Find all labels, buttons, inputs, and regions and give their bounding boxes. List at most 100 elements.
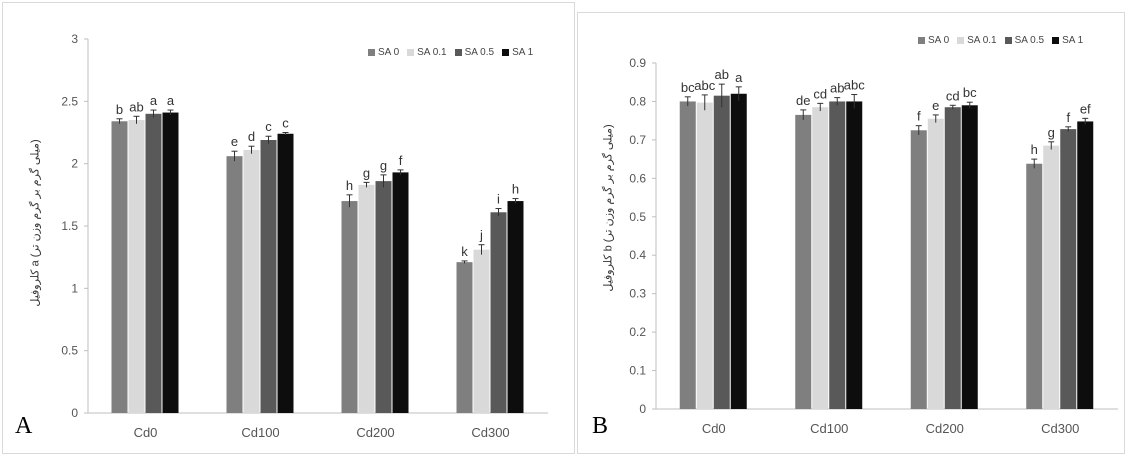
significance-letter: a bbox=[150, 93, 158, 108]
bar bbox=[713, 95, 730, 409]
significance-letter: cd bbox=[946, 88, 960, 103]
legend-swatch bbox=[454, 49, 462, 56]
bar bbox=[243, 149, 260, 413]
y-tick-label: 0.4 bbox=[629, 248, 646, 262]
legend-item-sa0: SA 0 bbox=[918, 35, 949, 46]
significance-letter: ab bbox=[715, 67, 729, 82]
significance-letter: e bbox=[231, 134, 238, 149]
legend-label: SA 0 bbox=[928, 35, 950, 46]
bar bbox=[679, 101, 696, 409]
bar bbox=[910, 130, 927, 409]
bar bbox=[1060, 129, 1077, 409]
bar bbox=[696, 102, 713, 409]
significance-letter: h bbox=[512, 182, 519, 197]
legend-a: SA 0 SA 0.1 SA 0.5 SA 1 bbox=[368, 47, 533, 58]
legend-item-sa0-5: SA 0.5 bbox=[454, 47, 495, 58]
x-tick-label: Cd0 bbox=[134, 425, 158, 440]
y-tick-label: 0 bbox=[71, 406, 78, 420]
significance-letter: b bbox=[116, 102, 123, 117]
significance-letter: a bbox=[735, 70, 743, 85]
panel-letter-a: A bbox=[15, 413, 33, 439]
y-tick-label: 1 bbox=[71, 281, 78, 295]
significance-letter: bc bbox=[963, 85, 977, 100]
legend-label: SA 0 bbox=[378, 47, 400, 58]
bar bbox=[226, 156, 243, 414]
x-tick-label: Cd200 bbox=[356, 425, 394, 440]
bar bbox=[260, 139, 277, 414]
legend-label: SA 1 bbox=[512, 47, 534, 58]
legend-item-sa1: SA 1 bbox=[1052, 35, 1083, 46]
y-tick-label: 0.1 bbox=[629, 364, 646, 378]
bar bbox=[1026, 163, 1043, 409]
legend-b: SA 0 SA 0.1 SA 0.5 SA 1 bbox=[918, 35, 1083, 46]
legend-item-sa0-1: SA 0.1 bbox=[957, 35, 997, 46]
bar bbox=[812, 107, 829, 409]
legend-label: SA 1 bbox=[1062, 35, 1084, 46]
significance-letter: f bbox=[1066, 110, 1070, 125]
y-tick-label: 3 bbox=[71, 32, 78, 46]
x-tick-label: Cd0 bbox=[702, 421, 726, 436]
bar bbox=[473, 249, 490, 413]
bar bbox=[490, 212, 507, 413]
bar bbox=[1077, 121, 1094, 410]
bar bbox=[128, 120, 145, 414]
significance-letter: cd bbox=[813, 86, 827, 101]
significance-letter: h bbox=[346, 178, 353, 193]
bar bbox=[944, 107, 961, 409]
y-tick-label: 2 bbox=[71, 157, 78, 171]
significance-letter: ab bbox=[830, 81, 844, 96]
bar bbox=[145, 113, 162, 414]
y-tick-label: 0.8 bbox=[629, 94, 646, 108]
significance-letter: bc bbox=[681, 80, 695, 95]
x-tick-label: Cd300 bbox=[471, 425, 509, 440]
significance-letter: k bbox=[461, 244, 468, 259]
bar bbox=[795, 114, 812, 410]
legend-swatch bbox=[407, 49, 415, 56]
panel-letter-b: B bbox=[592, 413, 609, 439]
legend-item-sa0-5: SA 0.5 bbox=[1004, 35, 1045, 46]
significance-letter: abc bbox=[844, 78, 865, 93]
x-tick-label: Cd100 bbox=[241, 425, 279, 440]
x-tick-label: Cd200 bbox=[926, 421, 964, 436]
x-tick-label: Cd300 bbox=[1041, 421, 1079, 436]
legend-swatch bbox=[368, 49, 375, 56]
bar bbox=[730, 93, 747, 409]
y-tick-label: 0.5 bbox=[629, 210, 646, 224]
significance-letter: g bbox=[1048, 125, 1055, 140]
legend-label: SA 0.1 bbox=[967, 35, 997, 46]
significance-letter: j bbox=[479, 228, 483, 243]
bar bbox=[846, 101, 863, 409]
bar bbox=[507, 201, 524, 413]
significance-letter: abc bbox=[694, 78, 715, 93]
bar bbox=[1043, 145, 1060, 409]
legend-item-sa0-1: SA 0.1 bbox=[407, 47, 447, 58]
significance-letter: ef bbox=[1080, 101, 1091, 116]
legend-swatch bbox=[502, 49, 510, 56]
significance-letter: f bbox=[399, 153, 403, 168]
significance-letter: g bbox=[380, 158, 387, 173]
y-tick-label: 0 bbox=[639, 402, 646, 416]
bar bbox=[375, 181, 392, 413]
legend-swatch bbox=[918, 37, 925, 44]
bar bbox=[829, 101, 846, 409]
chart-panel-b: کلروفیل b (میلی گرم بر گرم وزن تر) SA 0 … bbox=[577, 12, 1125, 454]
legend-swatch bbox=[957, 37, 965, 44]
legend-item-sa0: SA 0 bbox=[368, 47, 399, 58]
y-tick-label: 2.5 bbox=[61, 94, 78, 108]
y-tick-label: 0.3 bbox=[629, 287, 646, 301]
bar bbox=[927, 118, 944, 409]
significance-letter: de bbox=[796, 93, 810, 108]
y-tick-label: 0.5 bbox=[61, 344, 78, 358]
y-tick-label: 0.2 bbox=[629, 325, 646, 339]
legend-swatch bbox=[1004, 37, 1012, 44]
legend-label: SA 0.5 bbox=[1014, 35, 1045, 46]
chart-panel-a: کلروفیل a (میلی گرم بر گرم وزن تر) SA 0 … bbox=[2, 2, 575, 454]
legend-label: SA 0.5 bbox=[464, 47, 495, 58]
bar bbox=[277, 133, 294, 413]
significance-letter: i bbox=[497, 192, 500, 207]
significance-letter: g bbox=[363, 165, 370, 180]
significance-letter: c bbox=[282, 116, 289, 131]
significance-letter: f bbox=[917, 109, 921, 124]
